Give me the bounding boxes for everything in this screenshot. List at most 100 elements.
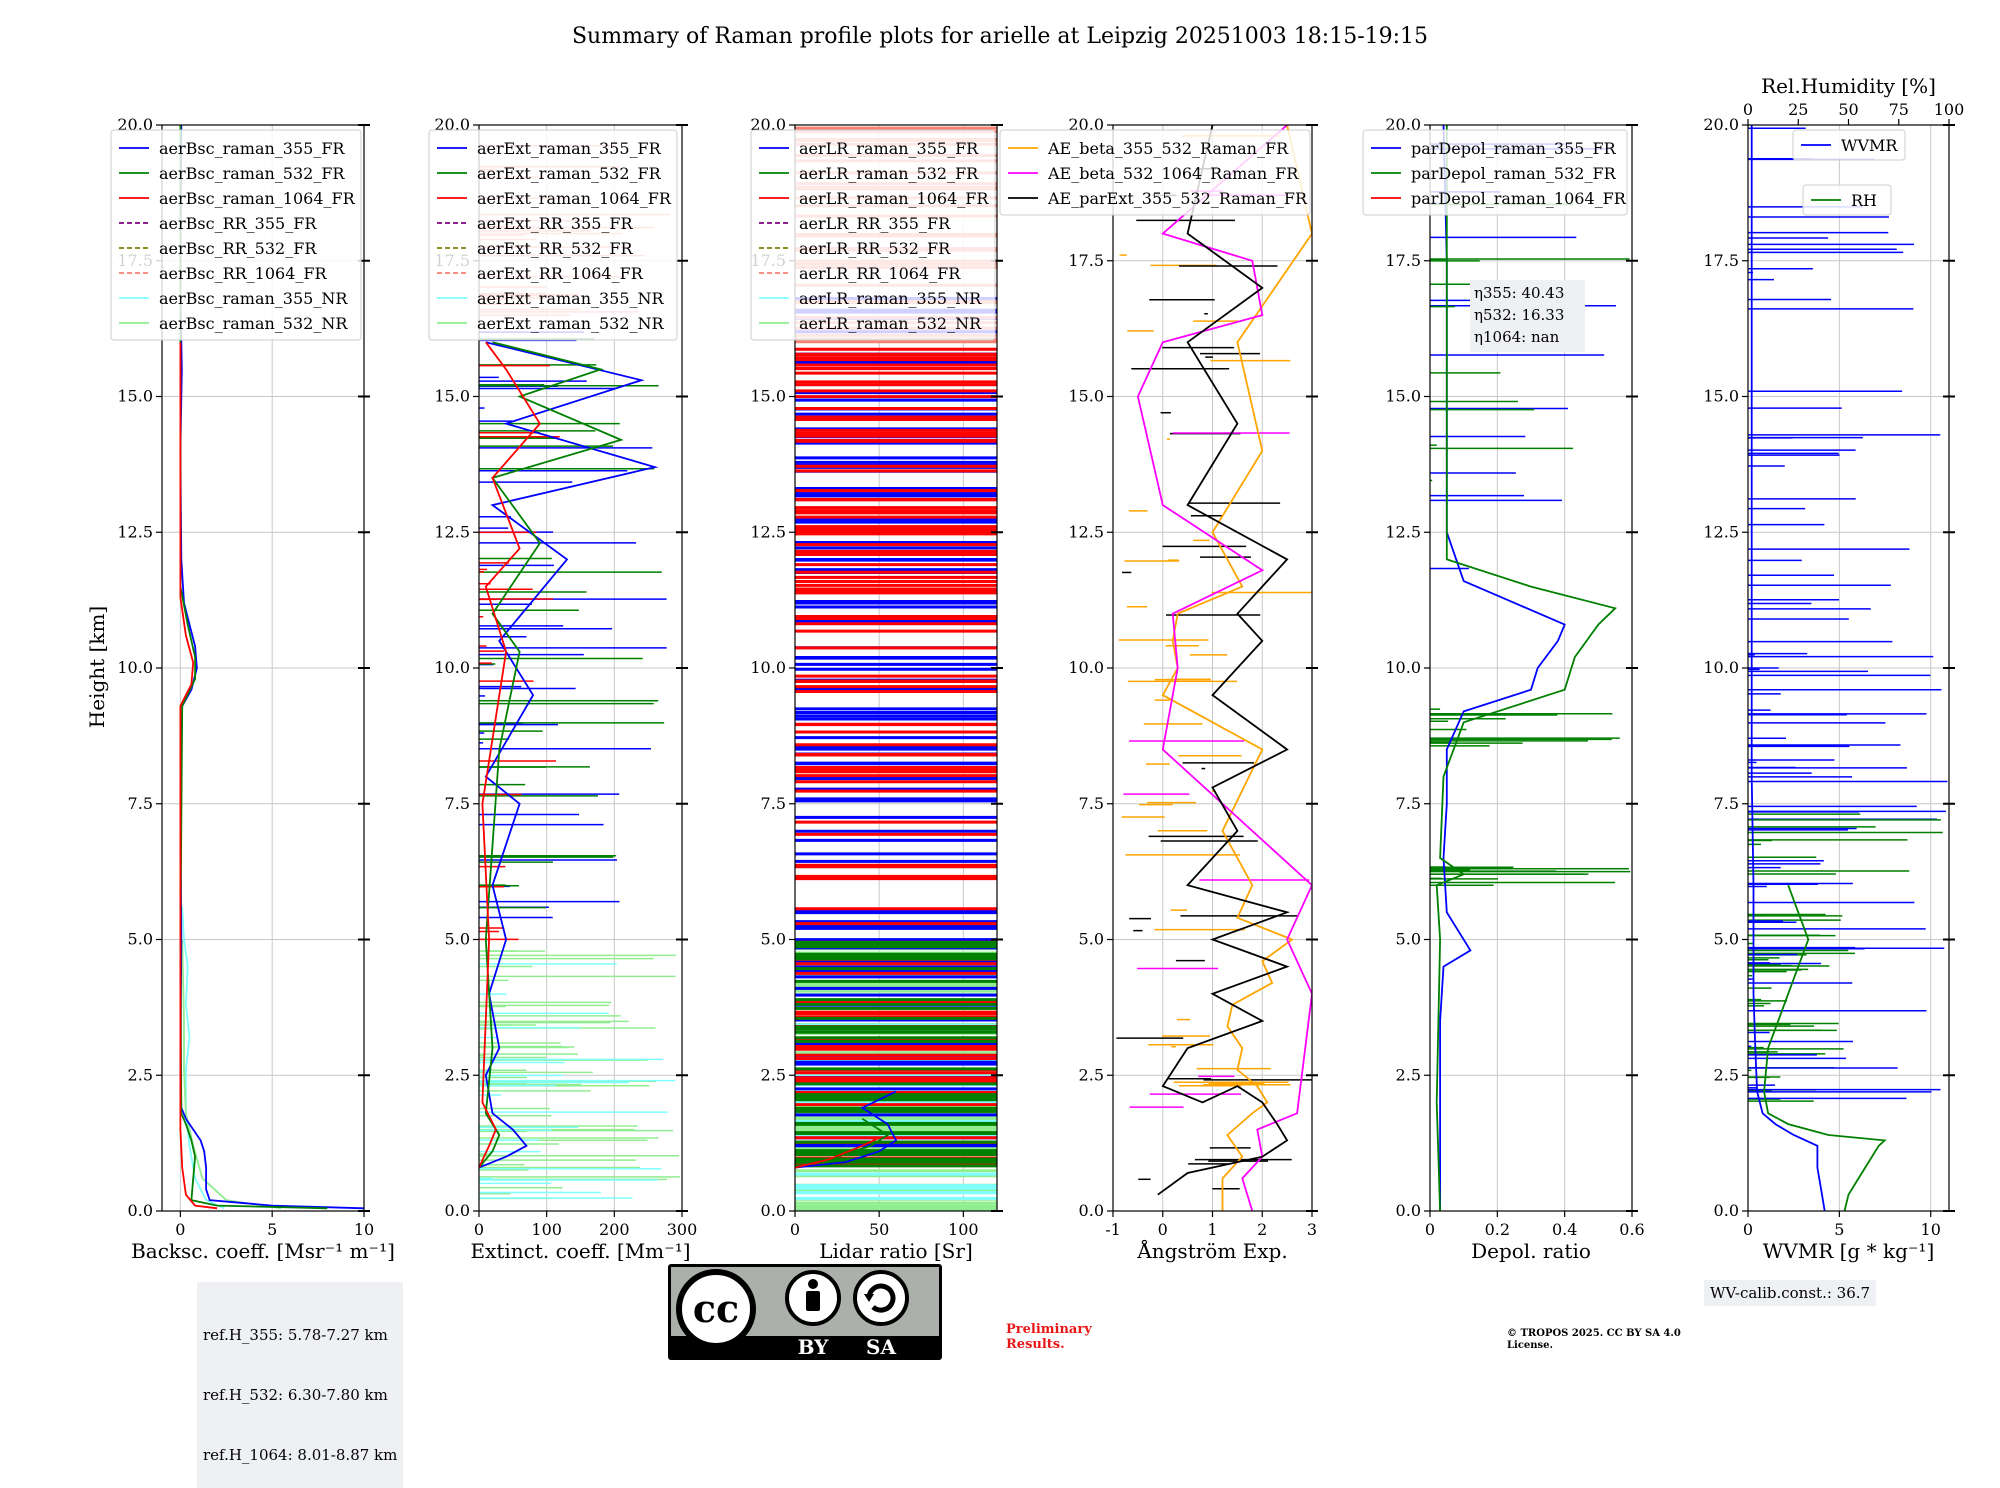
legend-entry: aerExt_raman_1064_FR	[477, 189, 672, 208]
y-tick-label: 2.5	[445, 1065, 470, 1084]
legend-entry: AE_parExt_355_532_Raman_FR	[1047, 189, 1308, 208]
x-tick-label: 5	[267, 1220, 277, 1239]
x-tick-label: 0	[1158, 1220, 1168, 1239]
x-tick-label: 0	[1425, 1220, 1435, 1239]
y-tick-label: 12.5	[1385, 522, 1421, 541]
y-tick-label: 5.0	[761, 930, 786, 949]
legend-entry: aerExt_raman_532_NR	[477, 314, 665, 333]
y-tick-label: 15.0	[750, 387, 786, 406]
y-tick-label: 7.5	[1396, 794, 1421, 813]
y-tick-label: 0.0	[1714, 1201, 1739, 1220]
legend-entry: aerBsc_raman_1064_FR	[159, 189, 356, 208]
x-tick-label: 300	[667, 1220, 698, 1239]
legend-entry: aerExt_RR_355_FR	[477, 214, 634, 233]
y-tick-label: 10.0	[434, 658, 470, 677]
preliminary-results-note: Preliminary Results.	[1006, 1322, 1092, 1352]
legend-entry: AE_beta_532_1064_Raman_FR	[1047, 164, 1299, 183]
y-tick-label: 15.0	[1703, 387, 1739, 406]
y-tick-label: 5.0	[445, 930, 470, 949]
x-tick-label: 0.4	[1552, 1220, 1577, 1239]
x-tick-label: 50	[869, 1220, 889, 1239]
cc-label: cc	[693, 1286, 739, 1331]
legend-entry: aerExt_raman_355_FR	[477, 139, 662, 158]
y-tick-label: 12.5	[1068, 522, 1104, 541]
series-aerExt_raman_1064_FR	[479, 341, 542, 1168]
y-tick-label: 15.0	[117, 387, 153, 406]
reference-heights-box: ref.H_355: 5.78-7.27 km ref.H_532: 6.30-…	[197, 1282, 404, 1488]
plot-area-bsc	[179, 125, 364, 1210]
series-WVMR	[1750, 125, 1826, 1211]
copyright-note: © TROPOS 2025. CC BY SA 4.0 License.	[1507, 1328, 1681, 1351]
legend-box	[428, 129, 678, 341]
y-tick-label: 10.0	[117, 658, 153, 677]
figure: Summary of Raman profile plots for ariel…	[85, 24, 1964, 1263]
legend-entry: aerLR_raman_355_NR	[799, 289, 982, 308]
y-tick-label: 15.0	[1068, 387, 1104, 406]
series-aerLR_raman_355_FR	[795, 1090, 898, 1169]
y-tick-label: 2.5	[1079, 1065, 1104, 1084]
ref-height-355: ref.H_355: 5.78-7.27 km	[203, 1326, 388, 1344]
annotation-box	[1470, 280, 1585, 352]
panel-bsc: 0.02.55.07.510.012.515.017.520.00510Back…	[110, 115, 395, 1263]
panel-ext: 0.02.55.07.510.012.515.017.520.001002003…	[428, 115, 698, 1263]
legend-entry: parDepol_raman_1064_FR	[1411, 189, 1627, 208]
x-axis-label: Depol. ratio	[1471, 1239, 1591, 1263]
series-AE_beta_355_532_Raman_FR	[1161, 125, 1312, 1211]
panel-ae: 0.0 2.5 5.0 7.5 10.0 12.5 15.0 17.5 20.0 -1 0 1 2 3 Ån…	[999, 115, 1318, 1263]
legend-lr: aerLR_raman_355_FR aerLR_raman_532_FR aerL…	[750, 129, 996, 341]
x2-tick-label: 100	[1934, 100, 1965, 119]
legend-entry: aerBsc_raman_532_NR	[159, 314, 348, 333]
y-tick-label: 20.0	[750, 115, 786, 134]
y-tick-label: 5.0	[1079, 930, 1104, 949]
y-tick-label: 10.0	[750, 658, 786, 677]
y-tick-label: 20.0	[117, 115, 153, 134]
y-tick-label: 0.0	[1396, 1201, 1421, 1220]
wv-calibration-box: WV-calib.const.: 36.7	[1704, 1280, 1877, 1306]
sa-share-icon	[853, 1270, 909, 1326]
y-tick-label: 5.0	[1396, 930, 1421, 949]
annotation-text: η355: 40.43	[1474, 284, 1564, 302]
legend-box	[110, 129, 362, 341]
y-tick-label: 10.0	[1703, 658, 1739, 677]
panel-lr: 0.02.55.07.510.012.515.017.520.0050100Li…	[750, 115, 1003, 1263]
legend-box	[750, 129, 996, 341]
series-parDepol_raman_532_FR	[1435, 125, 1617, 1211]
legend-entry: aerBsc_RR_1064_FR	[159, 264, 328, 283]
series-aerLR_raman_1064_FR	[795, 1136, 880, 1169]
ref-height-1064: ref.H_1064: 8.01-8.87 km	[203, 1446, 398, 1464]
series-aerBsc_raman_532_FR	[179, 125, 328, 1210]
legend-entry: RH	[1851, 191, 1877, 210]
figure-title: Summary of Raman profile plots for ariel…	[572, 24, 1428, 49]
x-tick-label: 10	[354, 1220, 374, 1239]
cc-icon	[676, 1269, 756, 1349]
annotation-text: η532: 16.33	[1474, 306, 1564, 324]
legend-entry: aerLR_RR_532_FR	[799, 239, 951, 258]
plot-area-wvmr	[1748, 125, 1948, 1211]
legend-entry: aerExt_RR_532_FR	[477, 239, 634, 258]
legend-box	[1362, 129, 1628, 216]
y-tick-label: 20.0	[1068, 115, 1104, 134]
series-aerBsc_raman_355_NR	[181, 906, 225, 1210]
legend-entry: aerBsc_raman_532_FR	[159, 164, 345, 183]
panel-wvmr: 0.02.55.07.510.012.515.017.520.00 5 10WVMR…	[1703, 74, 1964, 1263]
series-RH	[1763, 884, 1887, 1211]
x-tick-label: 100	[531, 1220, 562, 1239]
ref-height-532: ref.H_532: 6.30-7.80 km	[203, 1386, 388, 1404]
y-tick-label: 20.0	[434, 115, 470, 134]
legend-depol: parDepol_raman_355_FR parDepol_raman_532_…	[1362, 129, 1628, 216]
legend-ext: aerExt_raman_355_FR aerExt_raman_532_FRae…	[428, 129, 678, 341]
legend-entry: aerExt_RR_1064_FR	[477, 264, 644, 283]
x2-axis-label: Rel.Humidity [%]	[1761, 74, 1936, 98]
legend-box	[1792, 129, 1906, 161]
y-tick-label: 0.0	[445, 1201, 470, 1220]
y-tick-label: 10.0	[1385, 658, 1421, 677]
series-AE_parExt_355_532_Raman_FR	[1157, 125, 1291, 1196]
x-axis-label: Backsc. coeff. [Msr⁻¹ m⁻¹]	[131, 1239, 395, 1263]
y-tick-label: 17.5	[1068, 251, 1104, 270]
x2-tick-label: 75	[1889, 100, 1909, 119]
x2-tick-label: 25	[1788, 100, 1808, 119]
legend-entry: aerExt_raman_532_FR	[477, 164, 662, 183]
y-tick-label: 7.5	[1714, 794, 1739, 813]
x-tick-label: 100	[948, 1220, 979, 1239]
legend-entry: aerBsc_raman_355_NR	[159, 289, 348, 308]
